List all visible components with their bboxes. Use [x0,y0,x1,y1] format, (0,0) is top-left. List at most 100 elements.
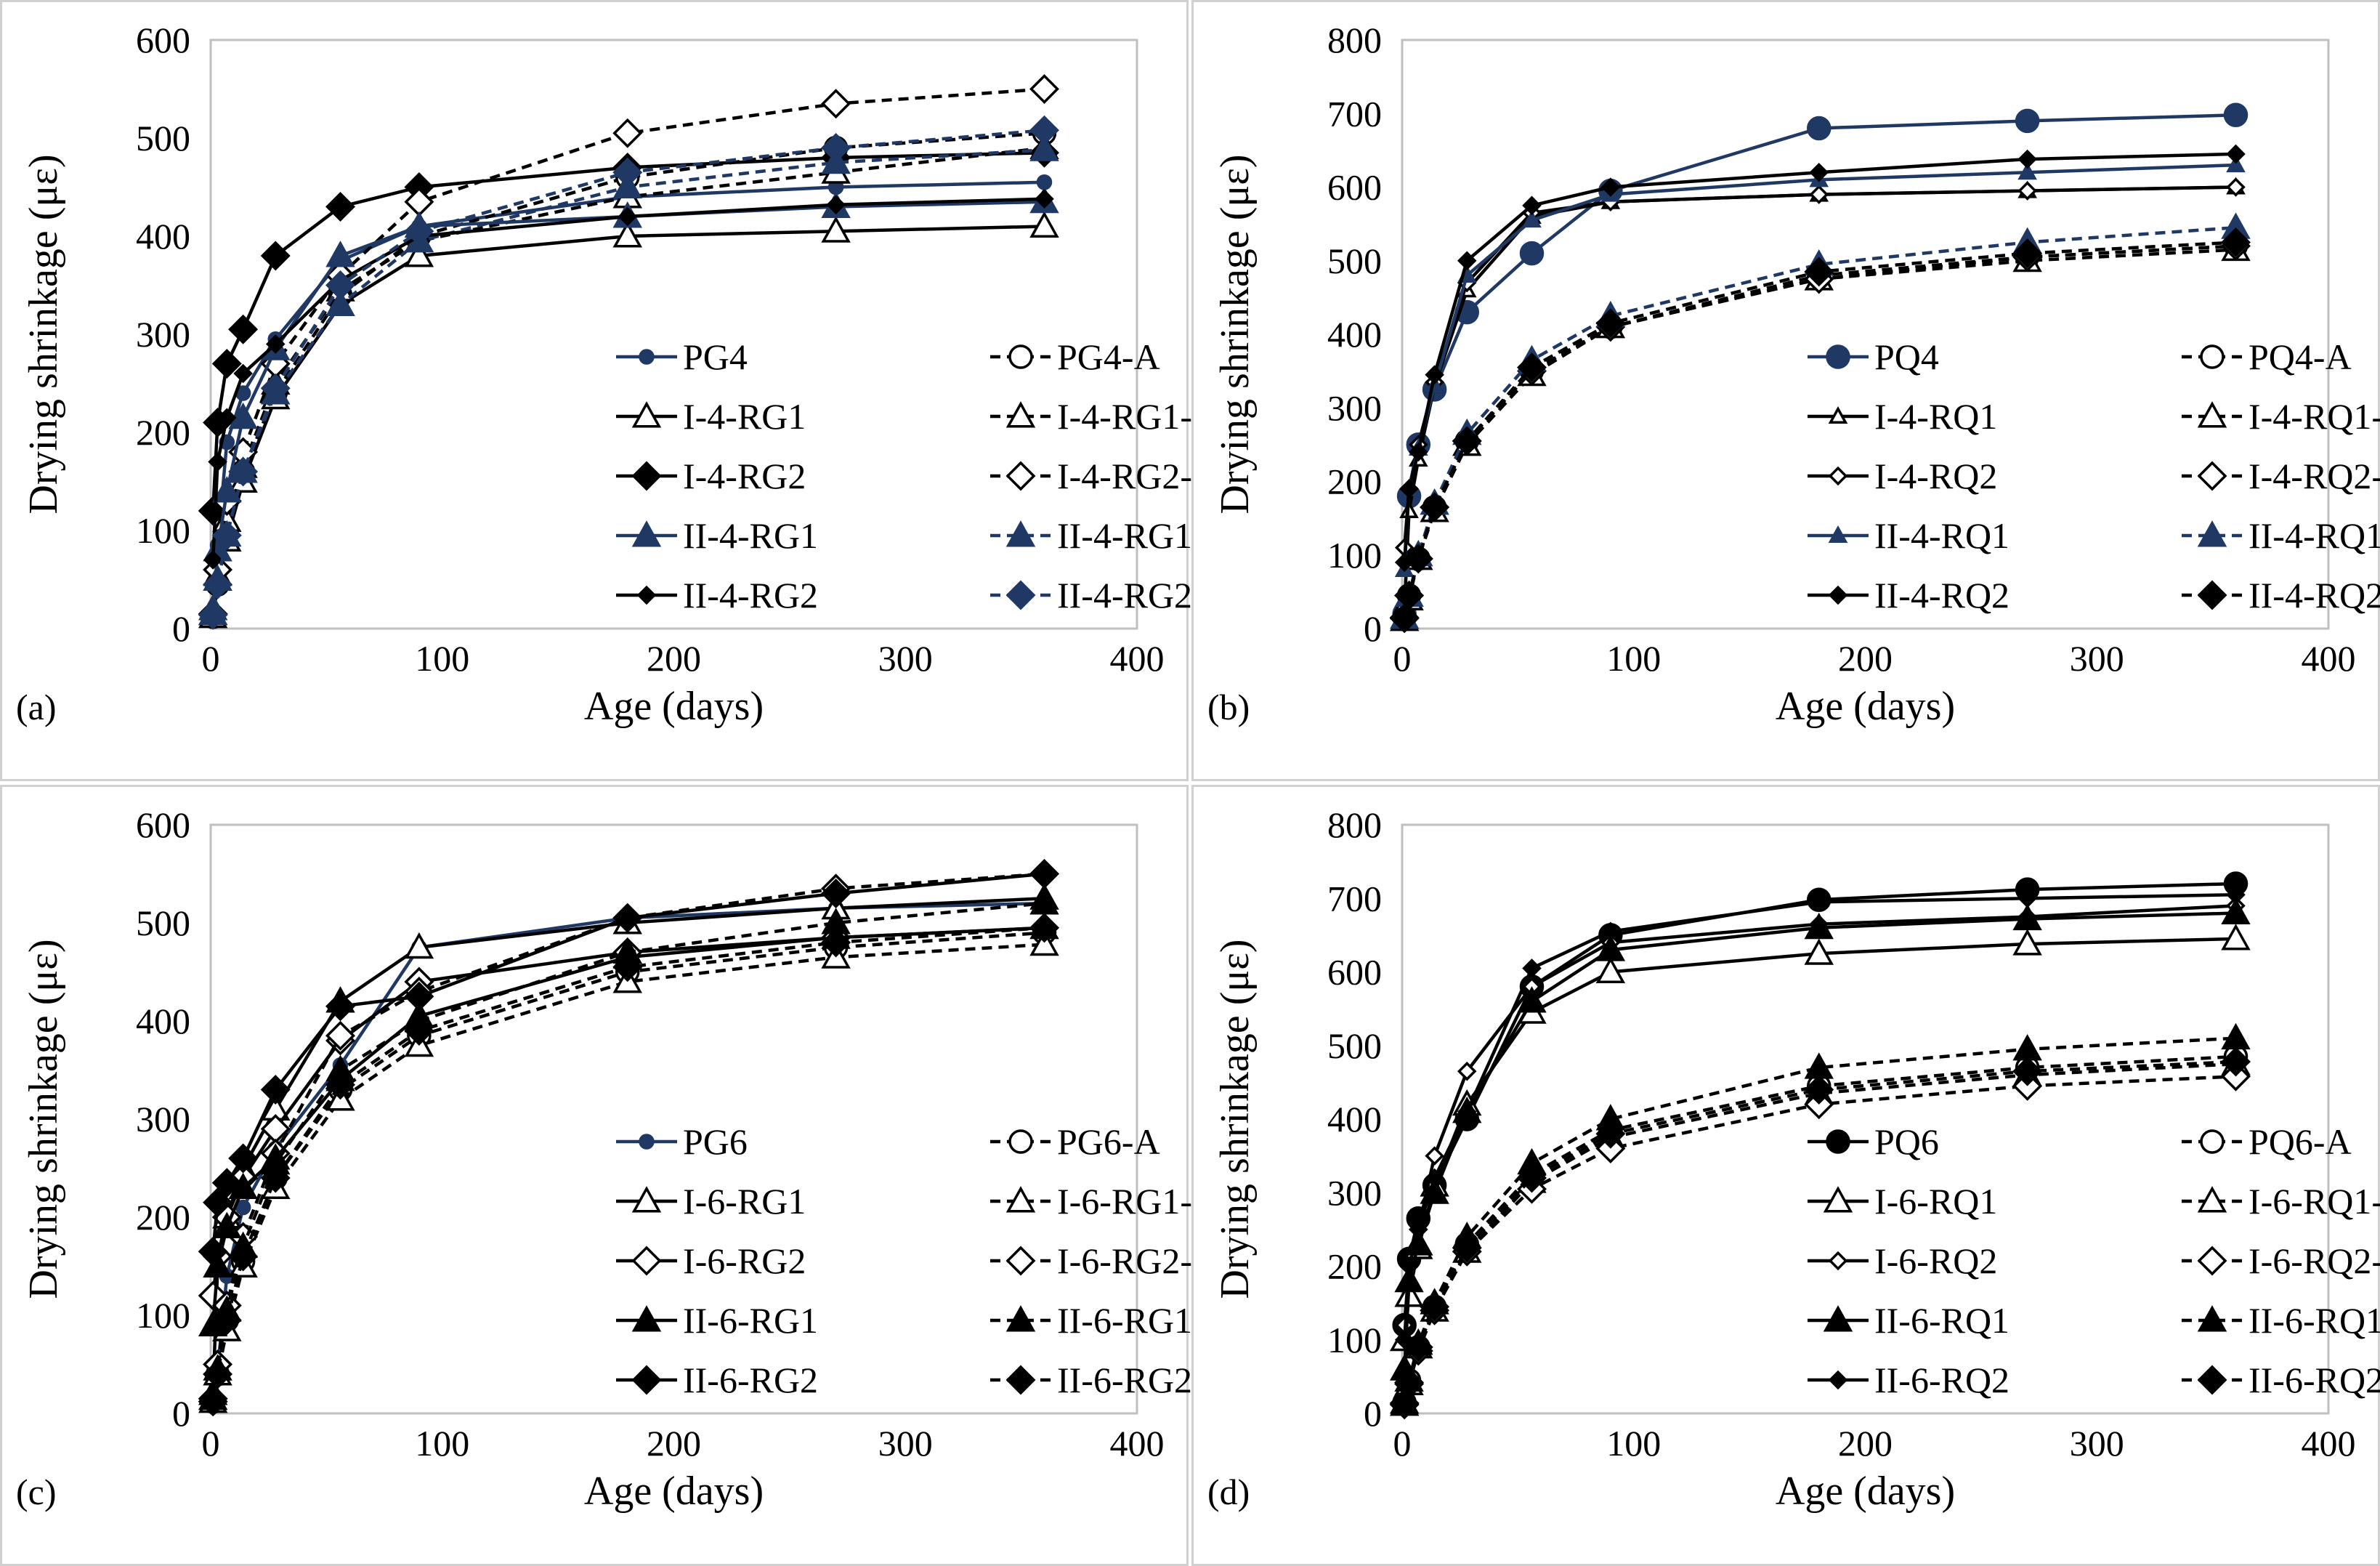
legend-marker [1828,1251,1848,1271]
y-tick-label: 0 [172,1393,190,1434]
legend-marker [1828,1370,1848,1390]
series-II-4-RQ2-A [1389,227,2251,634]
data-point [1425,1146,1444,1166]
x-axis-title: Age (days) [1776,684,1955,729]
data-point [1389,1388,1420,1418]
y-axis-title: Drying shrinkage (με) [1213,154,1258,514]
y-tick-label: 300 [1327,387,1382,428]
data-point [1600,921,1621,942]
y-tick-label: 400 [136,216,190,257]
data-point [2012,903,2042,931]
legend-label: II-4-RQ2 [1874,575,2009,615]
data-point [1029,134,1059,161]
series-II-6-RG2-A [198,913,1059,1417]
data-point [211,1168,242,1198]
series-line [211,197,1045,560]
legend-marker [2200,344,2225,369]
legend-marker [1008,344,1033,369]
data-point [1452,1232,1482,1263]
legend-marker [639,349,655,365]
data-point [208,452,227,472]
legend-marker [1005,1365,1036,1395]
data-point [203,1251,232,1278]
data-point [325,1020,355,1051]
data-point [821,879,851,908]
data-point [198,1387,228,1417]
legend-marker [631,1246,662,1276]
legend-marker [1005,1186,1036,1213]
data-point [404,981,434,1012]
x-tick-label: 100 [415,638,469,679]
y-tick-label: 800 [1327,20,1382,60]
y-tick-label: 500 [136,903,190,943]
data-point [203,569,233,600]
x-tick-label: 300 [2070,638,2124,679]
panel-label: (a) [16,687,57,727]
data-point [325,192,355,222]
y-axis-title: Drying shrinkage (με) [21,939,66,1299]
data-point [1600,177,1621,197]
data-point [612,118,643,148]
panel-c-plot-area [209,823,1138,1415]
y-tick-label: 100 [1327,535,1382,576]
data-point [612,903,643,933]
legend-label: PQ6-A [2249,1121,2352,1162]
data-point [325,241,355,267]
legend-marker [1828,585,1848,605]
data-point [612,221,642,248]
data-point [260,373,291,403]
legend-label: PG4 [683,336,748,377]
data-point [325,289,355,317]
y-tick-label: 400 [1327,314,1382,355]
data-point [1420,1291,1450,1322]
x-tick-label: 0 [1393,1423,1412,1464]
panel-label: (d) [1207,1472,1250,1512]
x-tick-label: 100 [1606,1423,1661,1464]
legend-label: II-6-RQ2 [1874,1360,2009,1400]
series-II-6-RQ2-A [1389,1046,2251,1418]
data-point [1029,859,1059,889]
series-line [211,151,1045,512]
y-tick-label: 500 [136,118,190,158]
data-point [612,157,643,187]
data-point [1403,1332,1433,1363]
y-tick-label: 200 [1327,1246,1382,1287]
data-point [2226,144,2246,164]
data-point [404,932,434,959]
legend-label: PG6 [683,1121,748,1162]
legend-marker [2197,1365,2227,1395]
legend-label: I-4-RG2 [683,456,806,496]
data-point [1029,913,1059,943]
series-line [211,926,1045,1402]
legend-label: I-6-RG1 [683,1181,806,1222]
x-tick-label: 100 [415,1423,469,1464]
legend-marker [1826,1129,1850,1154]
data-point [1595,308,1626,339]
y-tick-label: 400 [136,1001,190,1041]
legend-marker [2197,520,2227,547]
series-II-4-RQ2 [1394,144,2246,573]
x-tick-label: 400 [2302,1423,2356,1464]
data-point [1409,1219,1428,1240]
legend-label: II-4-RQ1-A [2249,515,2380,556]
data-point [1804,938,1834,965]
data-point [1595,956,1626,984]
data-point [821,89,851,119]
data-point [612,952,643,982]
y-tick-label: 100 [136,510,190,551]
legend-marker [1828,406,1848,424]
data-point [325,270,355,300]
legend-label: I-6-RQ1-A [2249,1181,2380,1222]
data-point [1595,935,1626,961]
y-tick-label: 100 [1327,1320,1382,1360]
legend-label: PG4-A [1057,336,1160,377]
y-tick-label: 300 [136,1099,190,1139]
y-tick-label: 800 [1327,804,1382,845]
y-tick-label: 400 [1327,1099,1382,1139]
panel-c: 0 100 200 300 400 500 600 0 100 200 300 400 Age (day… [0,785,1231,1566]
legend-marker [631,401,662,428]
data-point [198,600,228,630]
x-tick-label: 0 [1393,638,1412,679]
legend-marker [631,1365,662,1395]
panel-a-plot-area [209,39,1138,630]
